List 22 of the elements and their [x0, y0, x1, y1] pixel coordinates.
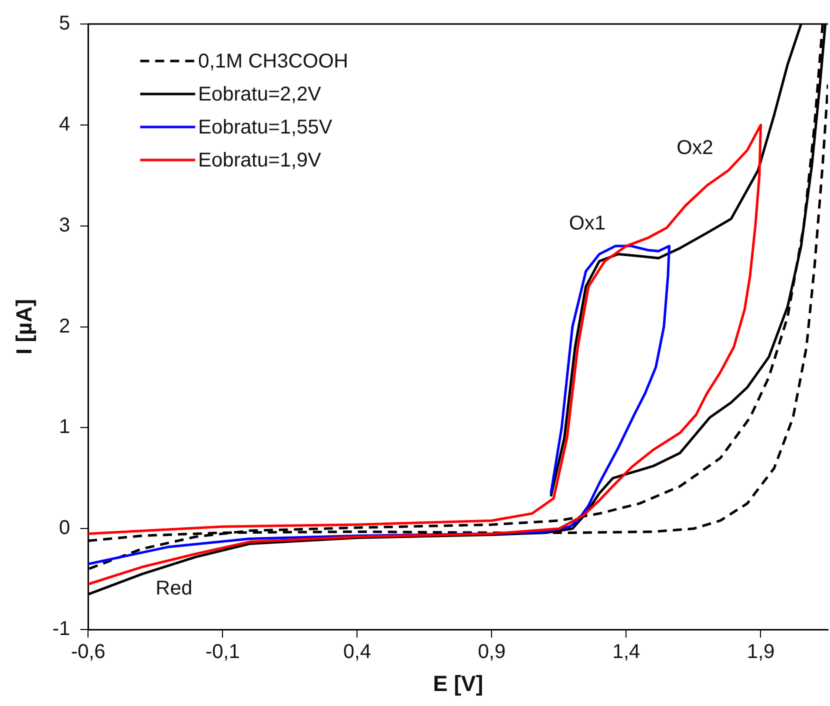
x-tick-label: 1,9 [746, 641, 775, 664]
y-axis-title: I [µA] [11, 299, 36, 355]
legend-label: Eobratu=1,9V [198, 150, 322, 172]
legend-label: 0,1M CH3COOH [198, 50, 348, 73]
y-tick-label: 3 [59, 214, 70, 236]
annotation: Red [156, 578, 192, 600]
x-axis-title: E [V] [433, 670, 484, 696]
y-tick-label: 1 [59, 416, 70, 438]
y-tick-label: 0 [59, 517, 70, 540]
y-tick-label: 4 [59, 113, 70, 136]
x-tick-label: 1,4 [612, 641, 640, 664]
y-tick-label: 2 [59, 315, 70, 338]
y-tick-label: -1 [52, 618, 70, 640]
x-tick-label: -0,1 [205, 641, 240, 664]
legend-label: Eobratu=1,55V [198, 116, 333, 139]
x-tick-label: 0,4 [343, 641, 372, 664]
annotation: Ox1 [568, 212, 606, 235]
x-tick-label: -0,6 [70, 641, 106, 664]
x-tick-label: 0,9 [478, 641, 506, 664]
legend-label: Eobratu=2,2V [198, 84, 322, 106]
y-tick-label: 5 [59, 12, 70, 35]
annotation: Ox2 [676, 137, 714, 160]
